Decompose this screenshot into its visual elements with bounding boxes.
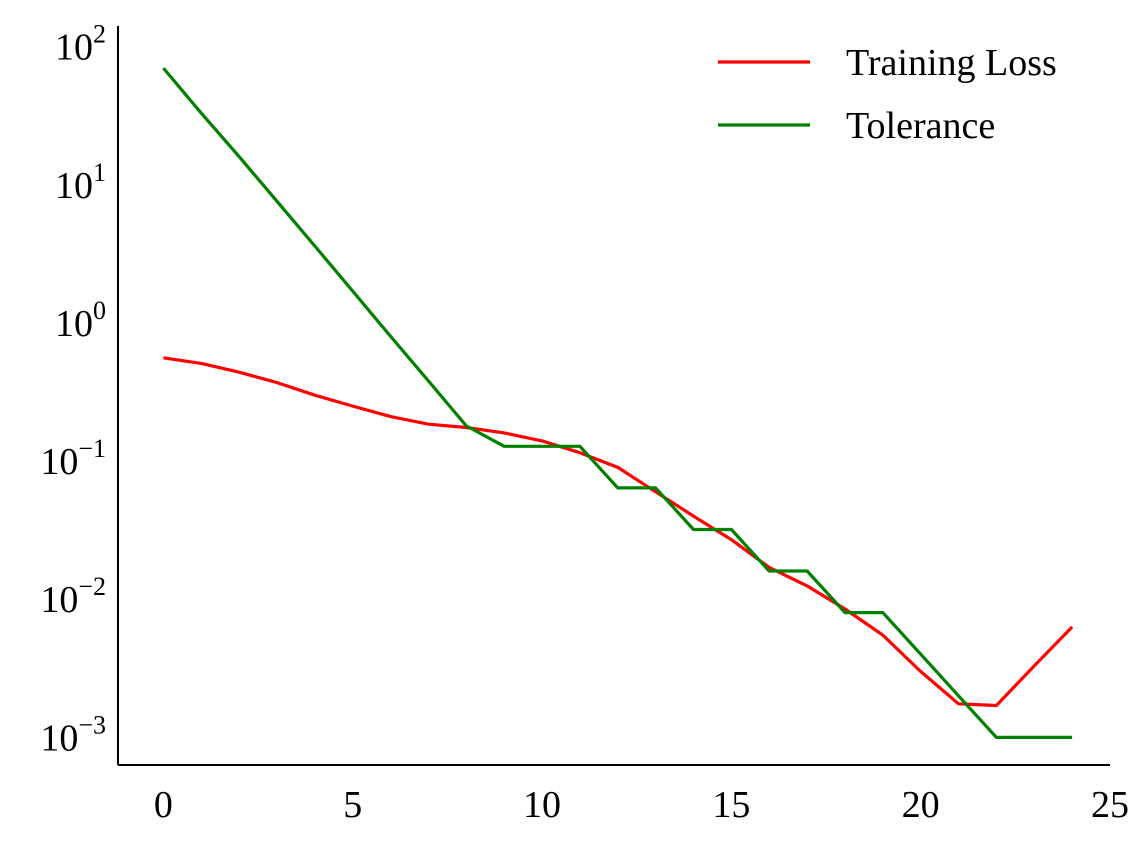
y-tick-label: 10−2 xyxy=(40,572,106,621)
y-tick-exponent: −1 xyxy=(78,434,106,463)
y-tick-exponent: −3 xyxy=(78,710,106,739)
y-tick-label: 101 xyxy=(55,158,106,207)
x-tick-label: 20 xyxy=(902,784,940,826)
y-tick-base: 10 xyxy=(55,27,93,69)
y-tick-exponent: 1 xyxy=(93,158,106,187)
legend-label-tolerance: Tolerance xyxy=(846,105,995,147)
x-tick-label: 25 xyxy=(1091,784,1129,826)
x-tick-label: 15 xyxy=(712,784,750,826)
y-tick-exponent: 0 xyxy=(93,296,106,325)
y-tick-label: 100 xyxy=(55,296,106,345)
legend: Training Loss Tolerance xyxy=(718,42,1057,147)
y-tick-base: 10 xyxy=(55,303,93,345)
y-tick-exponent: 2 xyxy=(93,20,106,49)
y-tick-base: 10 xyxy=(40,579,78,621)
y-tick-label: 102 xyxy=(55,20,106,69)
series-layer xyxy=(162,67,1074,739)
training-loss-line xyxy=(163,356,1074,708)
y-tick-base: 10 xyxy=(40,441,78,483)
y-tick-base: 10 xyxy=(40,717,78,759)
x-tick-label: 0 xyxy=(154,784,173,826)
legend-label-training-loss: Training Loss xyxy=(846,42,1057,84)
y-tick-base: 10 xyxy=(55,165,93,207)
x-tick-label: 10 xyxy=(523,784,561,826)
y-tick-label: 10−1 xyxy=(40,434,106,483)
y-tick-label: 10−3 xyxy=(40,710,106,759)
axes xyxy=(117,26,1110,766)
y-tick-exponent: −2 xyxy=(78,572,106,601)
x-tick-label: 5 xyxy=(343,784,362,826)
tolerance-line xyxy=(162,67,1073,739)
x-tick-labels: 0 5 10 15 20 25 xyxy=(154,784,1129,826)
